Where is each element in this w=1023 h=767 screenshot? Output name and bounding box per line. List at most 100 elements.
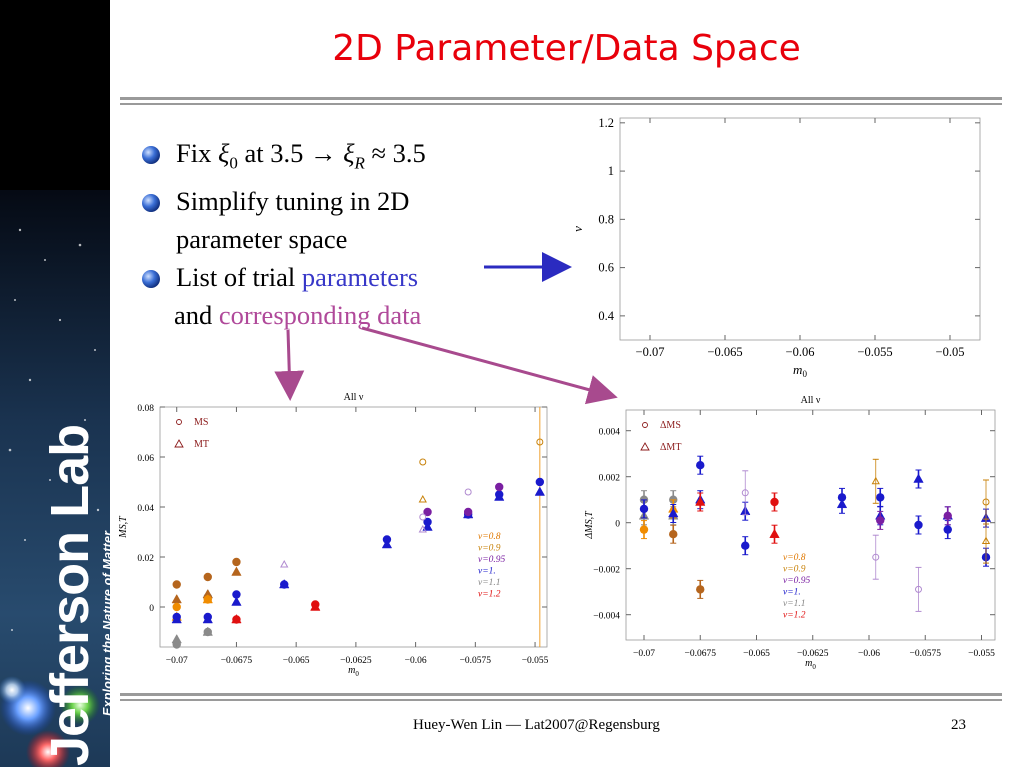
bullet-fix-xi: Fix ξ0 at 3.5 → ξR ≈ 3.5	[140, 134, 426, 182]
y-axis-label: ν	[570, 226, 585, 232]
x-tick-label: −0.06	[858, 649, 880, 659]
y-tick-label: 0.4	[598, 309, 614, 323]
nu-legend-entry: ν=0.95	[783, 576, 811, 586]
x-tick-label: −0.0675	[221, 656, 253, 666]
data-point-circle	[232, 590, 241, 599]
y-tick-label: −0.004	[593, 612, 620, 622]
legend-triangle-icon	[640, 442, 650, 451]
data-point-triangle	[231, 566, 242, 576]
bullet-text: ≈ 3.5	[364, 138, 426, 168]
bullet-text: List of trial	[176, 262, 302, 293]
x-tick-label: −0.0575	[460, 656, 492, 666]
data-point-circle	[876, 493, 885, 502]
arrow-symbol: →	[309, 138, 344, 168]
data-point-circle	[915, 585, 922, 593]
data-point-circle	[495, 482, 504, 492]
footer-credit: Huey-Wen Lin — Lat2007@Regensburg	[413, 717, 660, 733]
legend-label: MT	[194, 439, 209, 450]
parameter-space-plot: −0.07 −0.065 −0.06 −0.055 −0.05 1.2 1 0.8 0.6 0.4…	[570, 116, 981, 379]
delta-mass-plot: −0.07 −0.0675 −0.065 −0.0625 −0.06 −0.0575 −0.…	[584, 395, 996, 671]
data-point-triangle	[668, 507, 679, 518]
data-point-triangle	[418, 494, 427, 503]
plot-frame	[159, 406, 548, 648]
x-tick-label: −0.055	[522, 656, 549, 666]
legend-label: ΔMT	[660, 442, 681, 453]
chart-title: All ν	[344, 392, 364, 403]
x-tick-label: −0.06	[405, 656, 427, 666]
data-point-triangle	[171, 593, 182, 604]
data-point-circle	[982, 498, 990, 506]
y-tick-label: 0.06	[137, 454, 154, 464]
data-point-circle	[419, 513, 427, 521]
legend-label: MS	[194, 417, 208, 428]
y-tick-label: 0	[149, 604, 154, 614]
y-tick-label: 0.08	[137, 404, 154, 414]
data-point-triangle	[171, 633, 182, 644]
bullet-simplify: Simplify tuning in 2D parameter space	[140, 182, 426, 258]
data-point-triangle	[981, 536, 991, 545]
y-axis-label: MS,T	[118, 515, 129, 539]
data-point-triangle	[202, 613, 213, 624]
x-tick-label: −0.0675	[685, 649, 717, 659]
y-tick-label: 1.2	[598, 116, 614, 130]
bullet-list: Fix ξ0 at 3.5 → ξR ≈ 3.5 Simplify tuning…	[140, 134, 426, 334]
x-tick-label: −0.05	[936, 345, 965, 359]
data-point-circle	[696, 585, 705, 594]
data-point-triangle	[836, 498, 848, 509]
x-axis-label: m0	[793, 362, 807, 379]
nu-legend-entry: ν=0.9	[783, 565, 806, 575]
nu-legend-entry: ν=0.8	[478, 532, 501, 542]
x-tick-label: −0.07	[166, 656, 188, 666]
data-point-triangle	[913, 473, 924, 483]
x-tick-label: −0.065	[283, 656, 310, 666]
data-point-triangle	[310, 601, 321, 611]
x-tick-label: −0.0575	[910, 649, 942, 659]
data-point-circle	[203, 572, 212, 582]
data-point-circle	[943, 511, 952, 520]
data-point-circle	[876, 516, 885, 525]
data-highlight: corresponding data	[218, 300, 422, 331]
xi-subscript: R	[354, 153, 365, 173]
data-point-circle	[872, 553, 880, 561]
delta-mass-chart: −0.07 −0.0675 −0.065 −0.0625 −0.06 −0.0575 −0.…	[560, 385, 1010, 690]
data-point-circle	[172, 602, 181, 612]
page-number: 23	[951, 717, 966, 733]
xi-symbol: ξ	[343, 138, 355, 168]
arrow-to-mass-plot	[274, 329, 305, 401]
data-point-circle	[741, 489, 749, 497]
x-axis-label: m0	[348, 665, 359, 678]
y-tick-label: 0	[615, 520, 620, 530]
nu-legend-entry: ν=0.95	[478, 555, 506, 565]
mass-chart: −0.07 −0.0675 −0.065 −0.0625 −0.06 −0.0575 −0.…	[115, 385, 555, 690]
data-point-circle	[914, 520, 923, 530]
y-tick-label: 0.8	[598, 212, 614, 226]
nu-legend-entry: ν=1.2	[783, 611, 806, 621]
nu-legend-entry: ν=1.1	[783, 599, 806, 609]
data-point-circle	[696, 461, 705, 470]
nu-legend-entry: ν=0.9	[478, 544, 501, 554]
data-point-triangle	[171, 613, 182, 624]
bullet-ball-icon	[142, 146, 160, 164]
x-tick-label: −0.0625	[797, 649, 829, 659]
data-point-triangle	[695, 496, 706, 506]
nu-legend-entry: ν=1.	[783, 588, 801, 598]
data-point-circle	[669, 530, 678, 539]
chart-title: All ν	[801, 395, 821, 406]
arrow-to-delta-plot	[361, 326, 618, 405]
data-point-circle	[423, 507, 432, 517]
title-divider	[120, 97, 1002, 105]
x-axis-label: m0	[805, 658, 816, 671]
x-tick-label: −0.0625	[340, 656, 372, 666]
legend-label: ΔMS	[660, 420, 681, 431]
y-tick-label: −0.002	[593, 566, 620, 576]
x-tick-label: −0.07	[636, 345, 665, 359]
x-tick-label: −0.065	[743, 649, 770, 659]
y-tick-label: 0.004	[599, 428, 621, 438]
data-point-circle	[232, 557, 241, 567]
xi-symbol: ξ	[217, 138, 230, 168]
data-point-circle	[464, 488, 472, 496]
plot-frame	[625, 409, 996, 641]
sidebar-background	[0, 0, 110, 767]
data-point-triangle	[769, 528, 780, 538]
